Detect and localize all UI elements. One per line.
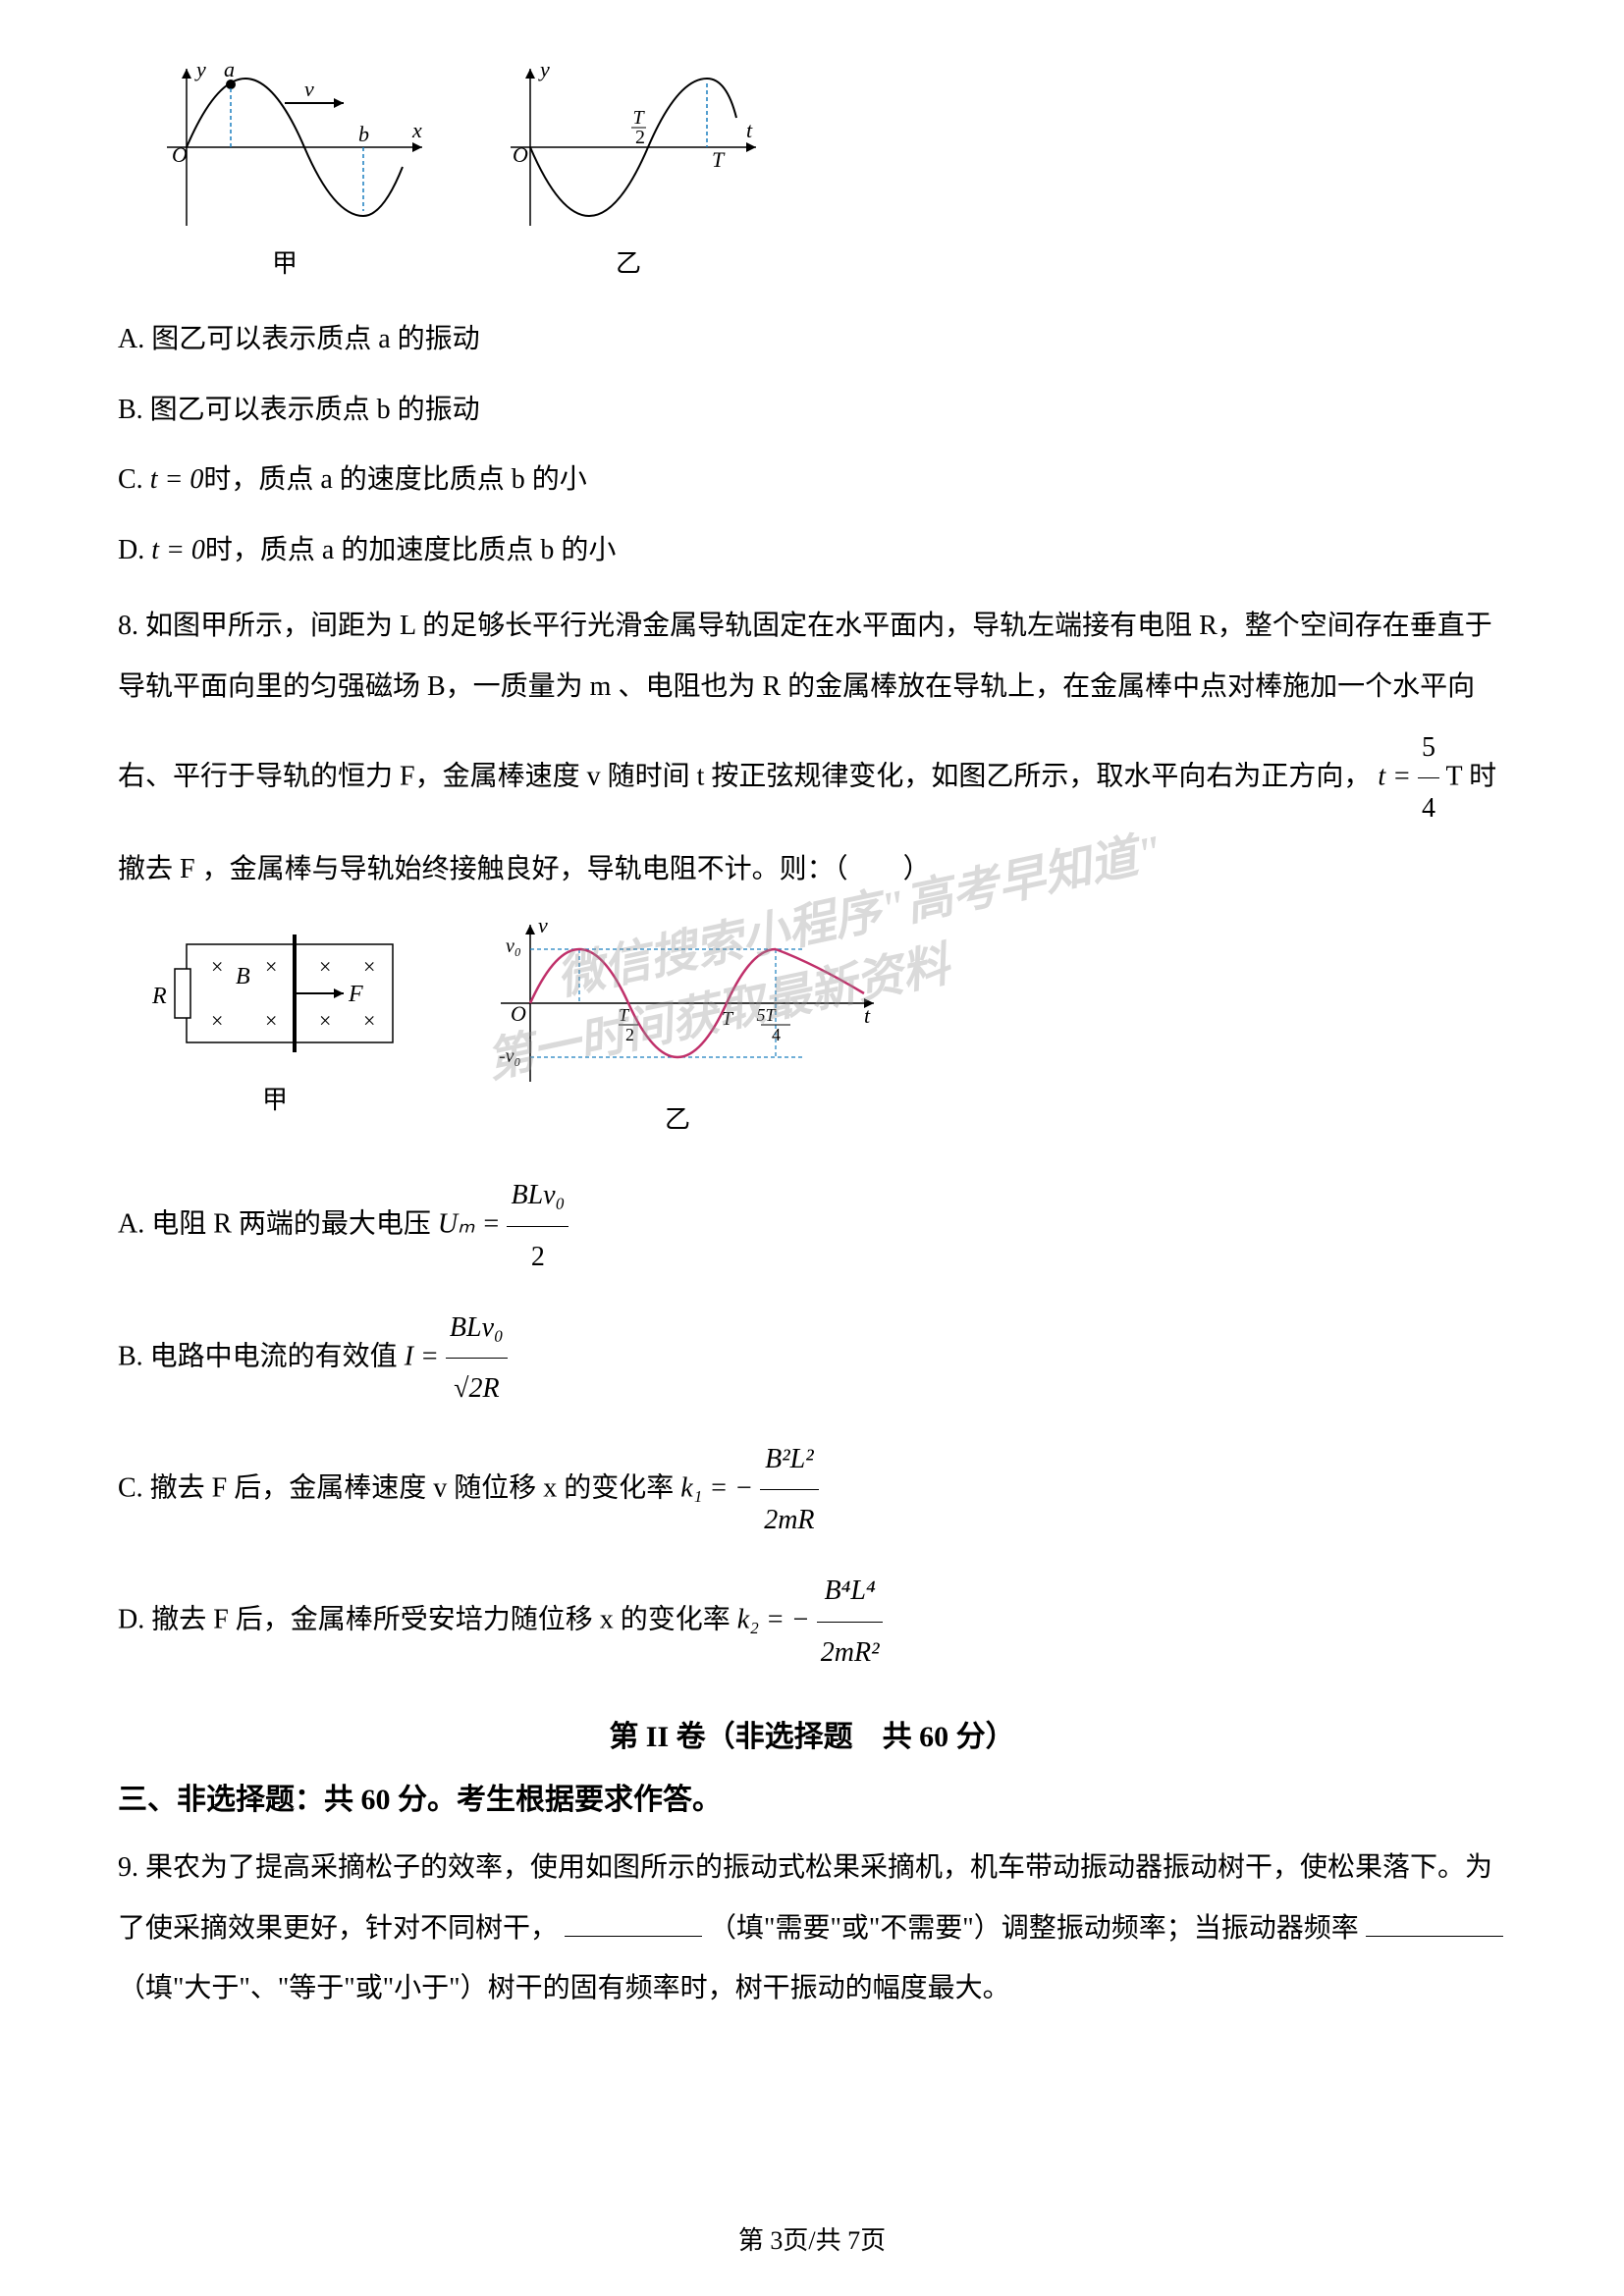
q7-option-b: B. 图乙可以表示质点 b 的振动 xyxy=(118,380,1506,441)
q8-option-a: A. 电阻 R 两端的最大电压 Uₘ = BLv₀2 xyxy=(118,1165,1506,1287)
svg-text:T: T xyxy=(619,1005,630,1025)
wave-time-svg: y t O T 2 T xyxy=(491,59,766,236)
diagram-wave-time: y t O T 2 T 乙 xyxy=(491,59,766,280)
svg-text:×: × xyxy=(363,954,375,979)
diagram-row-q8: R F B × × × × × × × × 甲 v t O v₀ -v₀ xyxy=(137,915,1506,1136)
svg-text:v: v xyxy=(538,915,548,937)
svg-text:T: T xyxy=(722,1008,734,1030)
blank-1[interactable] xyxy=(565,1917,702,1937)
q8-text: 8. 如图甲所示，间距为 L 的足够长平行光滑金属导轨固定在水平面内，导轨左端接… xyxy=(118,596,1506,899)
q9-text: 9. 果农为了提高采摘松子的效率，使用如图所示的振动式松果采摘机，机车带动振动器… xyxy=(118,1838,1506,2019)
svg-text:v₀: v₀ xyxy=(506,935,521,957)
svg-text:T: T xyxy=(712,147,726,172)
svg-text:×: × xyxy=(211,1008,223,1033)
svg-text:2: 2 xyxy=(635,127,645,148)
q8-option-d: D. 撤去 F 后，金属棒所受安培力随位移 x 的变化率 k₂ = − B⁴L⁴… xyxy=(118,1561,1506,1682)
page-footer: 第 3页/共 7页 xyxy=(0,2220,1624,2257)
x-axis-label: x xyxy=(411,118,422,142)
q8-option-c: C. 撤去 F 后，金属棒速度 v 随位移 x 的变化率 k₁ = − B²L²… xyxy=(118,1429,1506,1551)
point-b-label: b xyxy=(358,122,369,146)
t-axis-label: t xyxy=(746,118,753,142)
svg-text:O: O xyxy=(511,1001,526,1026)
svg-text:B: B xyxy=(236,964,250,989)
diagram-wave-space: y x O a b v 甲 xyxy=(137,59,432,280)
vt-label: 乙 xyxy=(665,1099,690,1136)
svg-text:×: × xyxy=(363,1008,375,1033)
point-a-label: a xyxy=(224,59,235,81)
diagram-label-yi: 乙 xyxy=(616,243,641,280)
svg-text:×: × xyxy=(265,954,277,979)
diagram-row-q7: y x O a b v 甲 y t O xyxy=(137,59,1506,280)
svg-text:×: × xyxy=(319,1008,331,1033)
svg-text:5T: 5T xyxy=(756,1005,777,1025)
diagram-circuit: R F B × × × × × × × × 甲 xyxy=(137,915,412,1136)
y-axis-label-time: y xyxy=(538,59,550,81)
q7-option-c: C. t = 0时，质点 a 的速度比质点 b 的小 xyxy=(118,450,1506,510)
svg-text:O: O xyxy=(172,142,188,167)
q8-option-b: B. 电路中电流的有效值 I = BLv₀√2R xyxy=(118,1298,1506,1419)
q7-option-d: D. t = 0时，质点 a 的加速度比质点 b 的小 xyxy=(118,520,1506,581)
svg-text:×: × xyxy=(319,954,331,979)
blank-2[interactable] xyxy=(1366,1917,1503,1937)
circuit-svg: R F B × × × × × × × × xyxy=(137,915,412,1072)
circuit-label: 甲 xyxy=(262,1080,288,1116)
svg-text:4: 4 xyxy=(772,1025,781,1044)
y-axis-label: y xyxy=(194,59,206,81)
section-ii-subtitle: 三、非选择题：共 60 分。考生根据要求作答。 xyxy=(118,1775,1506,1818)
section-ii-title: 第 II 卷（非选择题 共 60 分） xyxy=(118,1712,1506,1755)
svg-text:t: t xyxy=(864,1003,871,1028)
v-arrow-label: v xyxy=(304,77,314,101)
svg-text:R: R xyxy=(151,984,167,1009)
svg-text:O: O xyxy=(513,142,528,167)
wave-space-svg: y x O a b v xyxy=(137,59,432,236)
svg-text:2: 2 xyxy=(625,1025,634,1044)
svg-text:T: T xyxy=(632,107,645,129)
svg-text:×: × xyxy=(265,1008,277,1033)
vt-svg: v t O v₀ -v₀ T 2 T 5T 4 xyxy=(471,915,884,1092)
diagram-velocity-time: v t O v₀ -v₀ T 2 T 5T 4 乙 xyxy=(471,915,884,1136)
svg-text:F: F xyxy=(348,982,363,1007)
diagram-label-jia: 甲 xyxy=(272,243,298,280)
q7-option-a: A. 图乙可以表示质点 a 的振动 xyxy=(118,309,1506,370)
svg-text:-v₀: -v₀ xyxy=(499,1045,521,1067)
svg-text:×: × xyxy=(211,954,223,979)
